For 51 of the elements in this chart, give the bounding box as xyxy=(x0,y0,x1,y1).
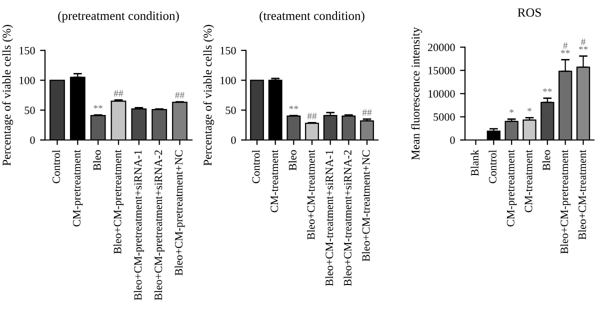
annotation: ** xyxy=(543,88,552,92)
y-tick-label: 50 xyxy=(24,106,35,114)
x-tick-label: Control xyxy=(52,150,60,184)
y-tick-label: 0 xyxy=(231,136,236,144)
x-tick-label: Bleo+CM-treatment xyxy=(578,150,586,240)
x-tick-label: Control xyxy=(488,150,496,184)
chart-title: (pretreatment condition) xyxy=(58,11,179,23)
y-tick-label: 0 xyxy=(30,136,35,144)
annotation: ## xyxy=(114,90,124,97)
annotation: ** xyxy=(94,105,102,109)
y-axis-title: Mean fluorescence intensity xyxy=(411,27,422,160)
y-tick-label: 50 xyxy=(226,106,236,114)
annotation: # ** xyxy=(560,42,570,54)
y-axis-title: Percentage of viable cells (%) xyxy=(2,24,14,166)
x-tick-label: Bleo+CM-treatment+NC xyxy=(362,150,370,262)
y-tick-label: 20000 xyxy=(428,44,455,52)
y-tick-label: 0 xyxy=(450,136,455,144)
x-tick-label: Bleo xyxy=(93,150,101,170)
y-tick-label: 150 xyxy=(20,46,35,54)
y-tick-label: 100 xyxy=(220,76,236,84)
y-tick-label: 5000 xyxy=(434,113,455,121)
x-tick-label: Bleo+CM-pretreatment+siRNA-1 xyxy=(134,150,144,300)
chart-title: ROS xyxy=(518,8,541,17)
annotation: ** xyxy=(289,106,298,110)
x-tick-label: Bleo+CM-treatment xyxy=(306,150,315,240)
annotation: * xyxy=(510,109,514,113)
annotation: ## xyxy=(362,109,372,116)
x-tick-label: Control xyxy=(252,150,260,184)
x-tick-label: Bleo+CM-treatment+siRNA-2 xyxy=(344,150,352,286)
x-tick-label: CM-treatment xyxy=(270,150,278,212)
x-tick-label: Bleo+CM-pretreatment+NC xyxy=(174,150,185,276)
x-tick-label: Bleo+CM-pretreatment+siRNA-2 xyxy=(154,150,164,300)
x-tick-label: Bleo xyxy=(542,150,550,170)
x-tick-label: Bleo+CM-pretreatment xyxy=(113,150,124,254)
x-tick-label: CM-pretreatment xyxy=(506,150,517,226)
annotation: # ** xyxy=(578,38,588,50)
x-tick-label: Blank xyxy=(470,150,479,176)
annotation: ## xyxy=(307,112,317,120)
y-tick-label: 100 xyxy=(20,76,35,84)
annotation: ## xyxy=(175,92,184,98)
y-tick-label: 15000 xyxy=(428,66,455,74)
y-tick-label: 150 xyxy=(220,46,236,54)
y-axis-title: Percentage of viable cells (%) xyxy=(203,24,214,166)
annotation: * xyxy=(528,108,532,112)
x-tick-label: Bleo+CM-pretreatment xyxy=(560,150,570,254)
x-tick-label: CM-treatment xyxy=(524,150,532,212)
x-tick-label: Bleo+CM-treatment+siRNA-1 xyxy=(325,150,334,286)
x-tick-label: Bleo xyxy=(288,150,296,170)
x-tick-label: CM-pretreatment xyxy=(72,150,83,226)
y-tick-label: 10000 xyxy=(428,90,455,98)
chart-title: (treatment condition) xyxy=(260,11,364,23)
